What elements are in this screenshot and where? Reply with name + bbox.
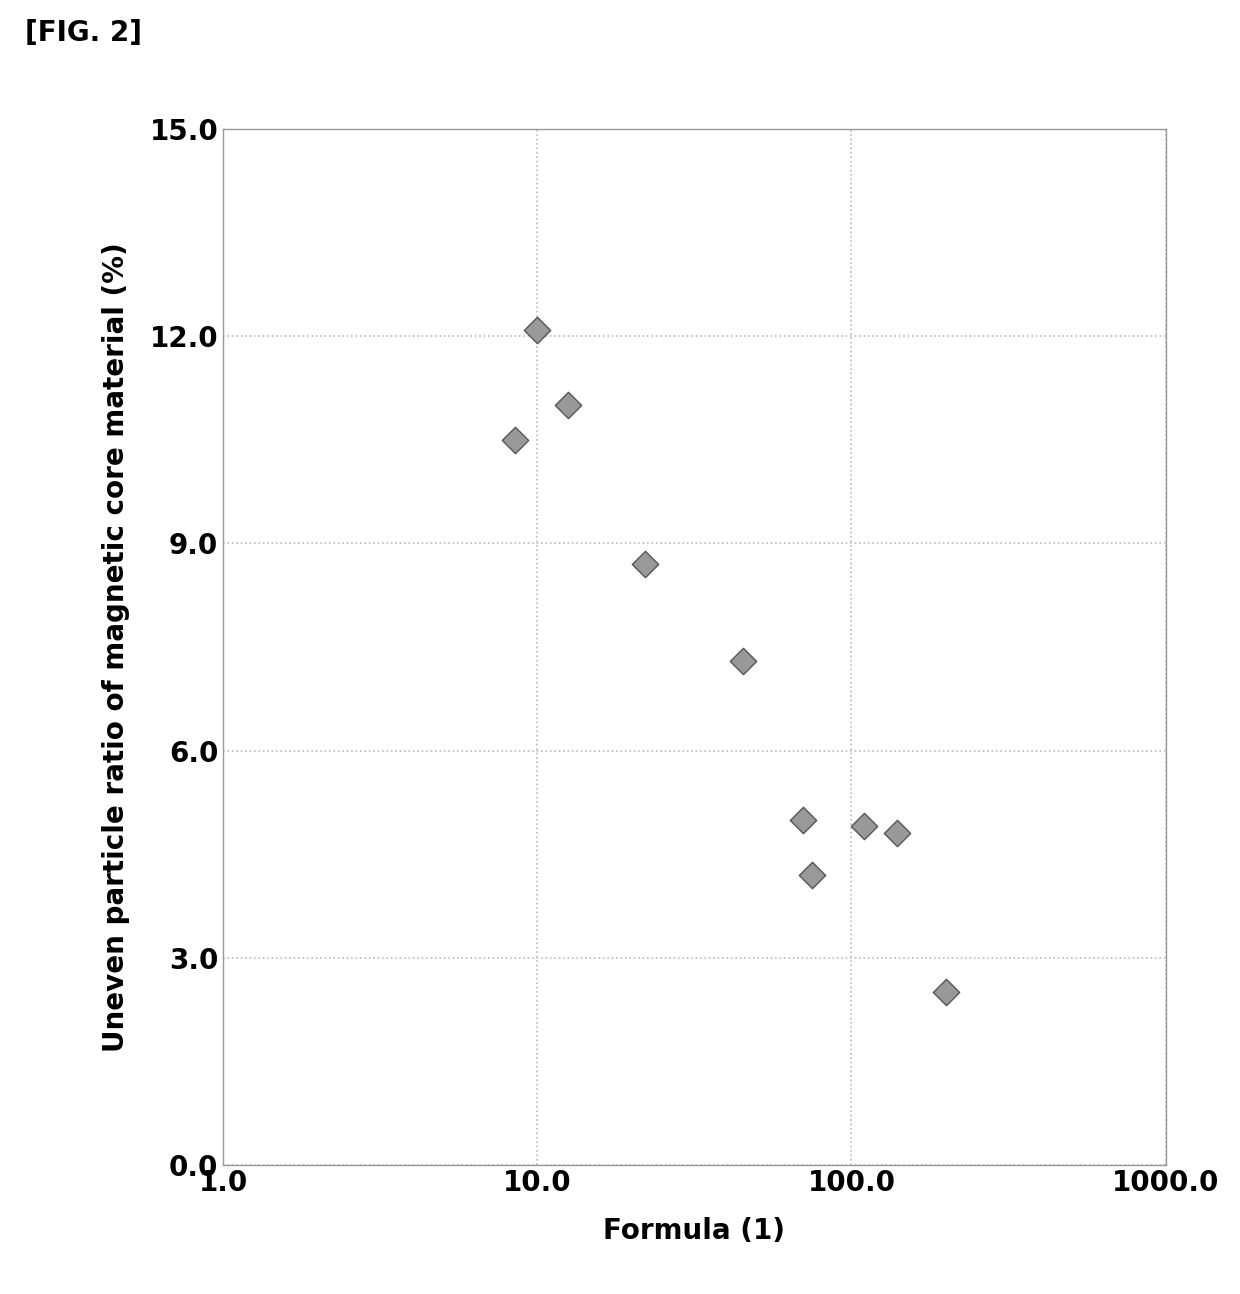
Point bbox=[635, 554, 655, 575]
Point bbox=[802, 864, 822, 885]
Text: [FIG. 2]: [FIG. 2] bbox=[25, 19, 141, 48]
X-axis label: Formula (1): Formula (1) bbox=[604, 1216, 785, 1245]
Point bbox=[888, 823, 908, 844]
Point bbox=[505, 430, 525, 450]
Point bbox=[854, 817, 874, 837]
Point bbox=[792, 809, 812, 829]
Point bbox=[527, 320, 547, 340]
Y-axis label: Uneven particle ratio of magnetic core material (%): Uneven particle ratio of magnetic core m… bbox=[102, 242, 130, 1052]
Point bbox=[936, 982, 956, 1003]
Point bbox=[558, 395, 578, 415]
Point bbox=[733, 651, 753, 672]
